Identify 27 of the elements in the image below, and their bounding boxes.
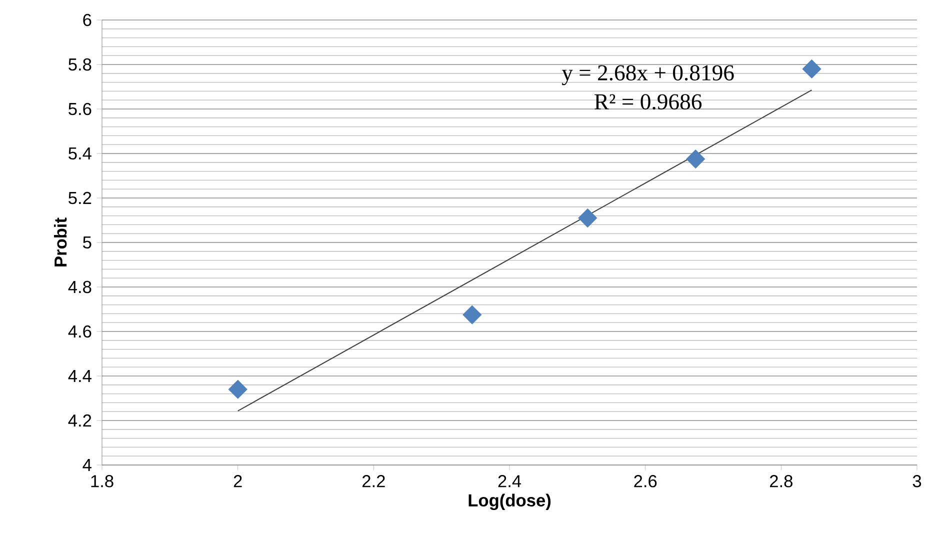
- y-axis-title: Probit: [54, 218, 67, 266]
- y-tick-label: 4.6: [68, 325, 92, 338]
- x-tick-label: 2.4: [498, 475, 522, 488]
- y-tick-label: 4.8: [68, 280, 92, 294]
- x-tick-label: 2.2: [362, 475, 385, 488]
- x-tick-label: 1.8: [91, 475, 114, 488]
- x-tick-label: 2.8: [770, 475, 792, 488]
- annotation: y = 2.68x + 0.8196: [562, 65, 734, 86]
- point: [578, 208, 598, 228]
- x-tick-label: 2.6: [634, 475, 657, 488]
- y-tick-label: 5: [83, 236, 92, 249]
- y-tick-label: 5.2: [68, 192, 92, 204]
- y-tick-label: 4.2: [68, 414, 92, 427]
- y-tick-label: 5.6: [68, 102, 92, 116]
- x-tick-label: 3: [912, 475, 922, 488]
- y-tick-label: 6: [83, 14, 92, 26]
- y-tick-label: 5.4: [68, 147, 92, 160]
- point: [228, 380, 248, 399]
- y-tick-label: 4: [82, 459, 92, 471]
- point: [686, 150, 706, 169]
- point: [462, 305, 482, 324]
- y-tick-label: 5.8: [68, 58, 92, 71]
- annotation: R² = 0.9686: [594, 94, 702, 110]
- x-axis-title: Log(dose): [468, 494, 551, 510]
- x-tick-label: 2: [234, 475, 242, 488]
- point: [802, 59, 822, 78]
- y-tick-label: 4.4: [68, 370, 92, 382]
